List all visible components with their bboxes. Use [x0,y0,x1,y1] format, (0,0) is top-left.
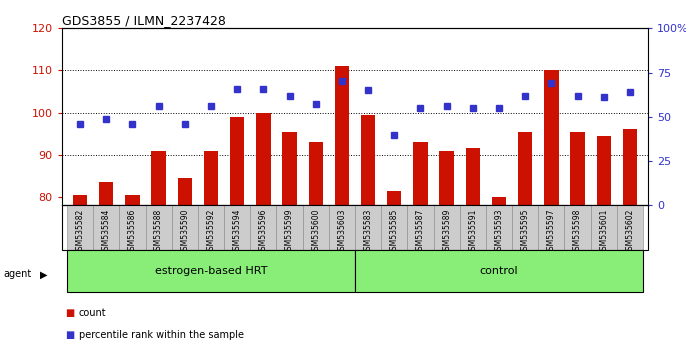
Bar [204,150,218,205]
Bar [544,70,558,205]
Text: percentile rank within the sample: percentile rank within the sample [79,330,244,339]
Text: GSM535589: GSM535589 [442,209,451,255]
Bar [539,205,565,250]
Text: ▶: ▶ [40,269,47,279]
Bar [250,205,276,250]
Bar [93,205,119,250]
Text: GSM535593: GSM535593 [495,209,504,255]
Bar [224,205,250,250]
Text: GDS3855 / ILMN_2237428: GDS3855 / ILMN_2237428 [62,14,226,27]
Bar [361,115,375,205]
Text: GSM535590: GSM535590 [180,209,189,255]
Bar [512,205,539,250]
Bar [518,132,532,205]
Text: GSM535598: GSM535598 [573,209,582,255]
Bar [460,205,486,250]
Text: estrogen-based HRT: estrogen-based HRT [155,266,268,276]
Text: ■: ■ [65,308,74,318]
Text: ■: ■ [65,330,74,339]
Text: GSM535592: GSM535592 [206,209,215,255]
Bar [492,197,506,205]
Text: GSM535586: GSM535586 [128,209,137,255]
Text: GSM535594: GSM535594 [233,209,241,255]
Bar [440,150,454,205]
Text: GSM535596: GSM535596 [259,209,268,255]
Bar [172,205,198,250]
Bar [303,205,329,250]
Text: control: control [480,266,519,276]
Bar [407,205,434,250]
Text: count: count [79,308,106,318]
Bar [617,205,643,250]
Bar [623,130,637,205]
Bar [73,195,87,205]
Bar [381,205,407,250]
Text: GSM535583: GSM535583 [364,209,372,255]
Bar [256,113,270,205]
Text: GSM535600: GSM535600 [311,209,320,255]
Text: GSM535591: GSM535591 [469,209,477,255]
Text: GSM535602: GSM535602 [626,209,635,255]
Bar [466,148,480,205]
Bar [198,205,224,250]
Text: GSM535597: GSM535597 [547,209,556,255]
Bar [152,150,166,205]
Bar [145,205,172,250]
Bar [329,205,355,250]
Bar [67,250,355,292]
Bar [335,66,349,205]
Bar [570,132,584,205]
Text: agent: agent [3,269,32,279]
Text: GSM535603: GSM535603 [338,209,346,255]
Text: GSM535595: GSM535595 [521,209,530,255]
Text: GSM535599: GSM535599 [285,209,294,255]
Text: GSM535585: GSM535585 [390,209,399,255]
Bar [309,142,323,205]
Bar [597,136,611,205]
Text: GSM535582: GSM535582 [75,209,84,255]
Bar [67,205,93,250]
Text: GSM535601: GSM535601 [600,209,608,255]
Bar [99,182,113,205]
Bar [355,250,643,292]
Bar [283,132,297,205]
Text: GSM535588: GSM535588 [154,209,163,255]
Bar [178,178,192,205]
Bar [387,190,401,205]
Bar [355,205,381,250]
Text: GSM535587: GSM535587 [416,209,425,255]
Bar [591,205,617,250]
Bar [434,205,460,250]
Bar [486,205,512,250]
Bar [119,205,145,250]
Bar [276,205,303,250]
Bar [126,195,140,205]
Bar [565,205,591,250]
Bar [413,142,427,205]
Text: GSM535584: GSM535584 [102,209,110,255]
Bar [230,117,244,205]
